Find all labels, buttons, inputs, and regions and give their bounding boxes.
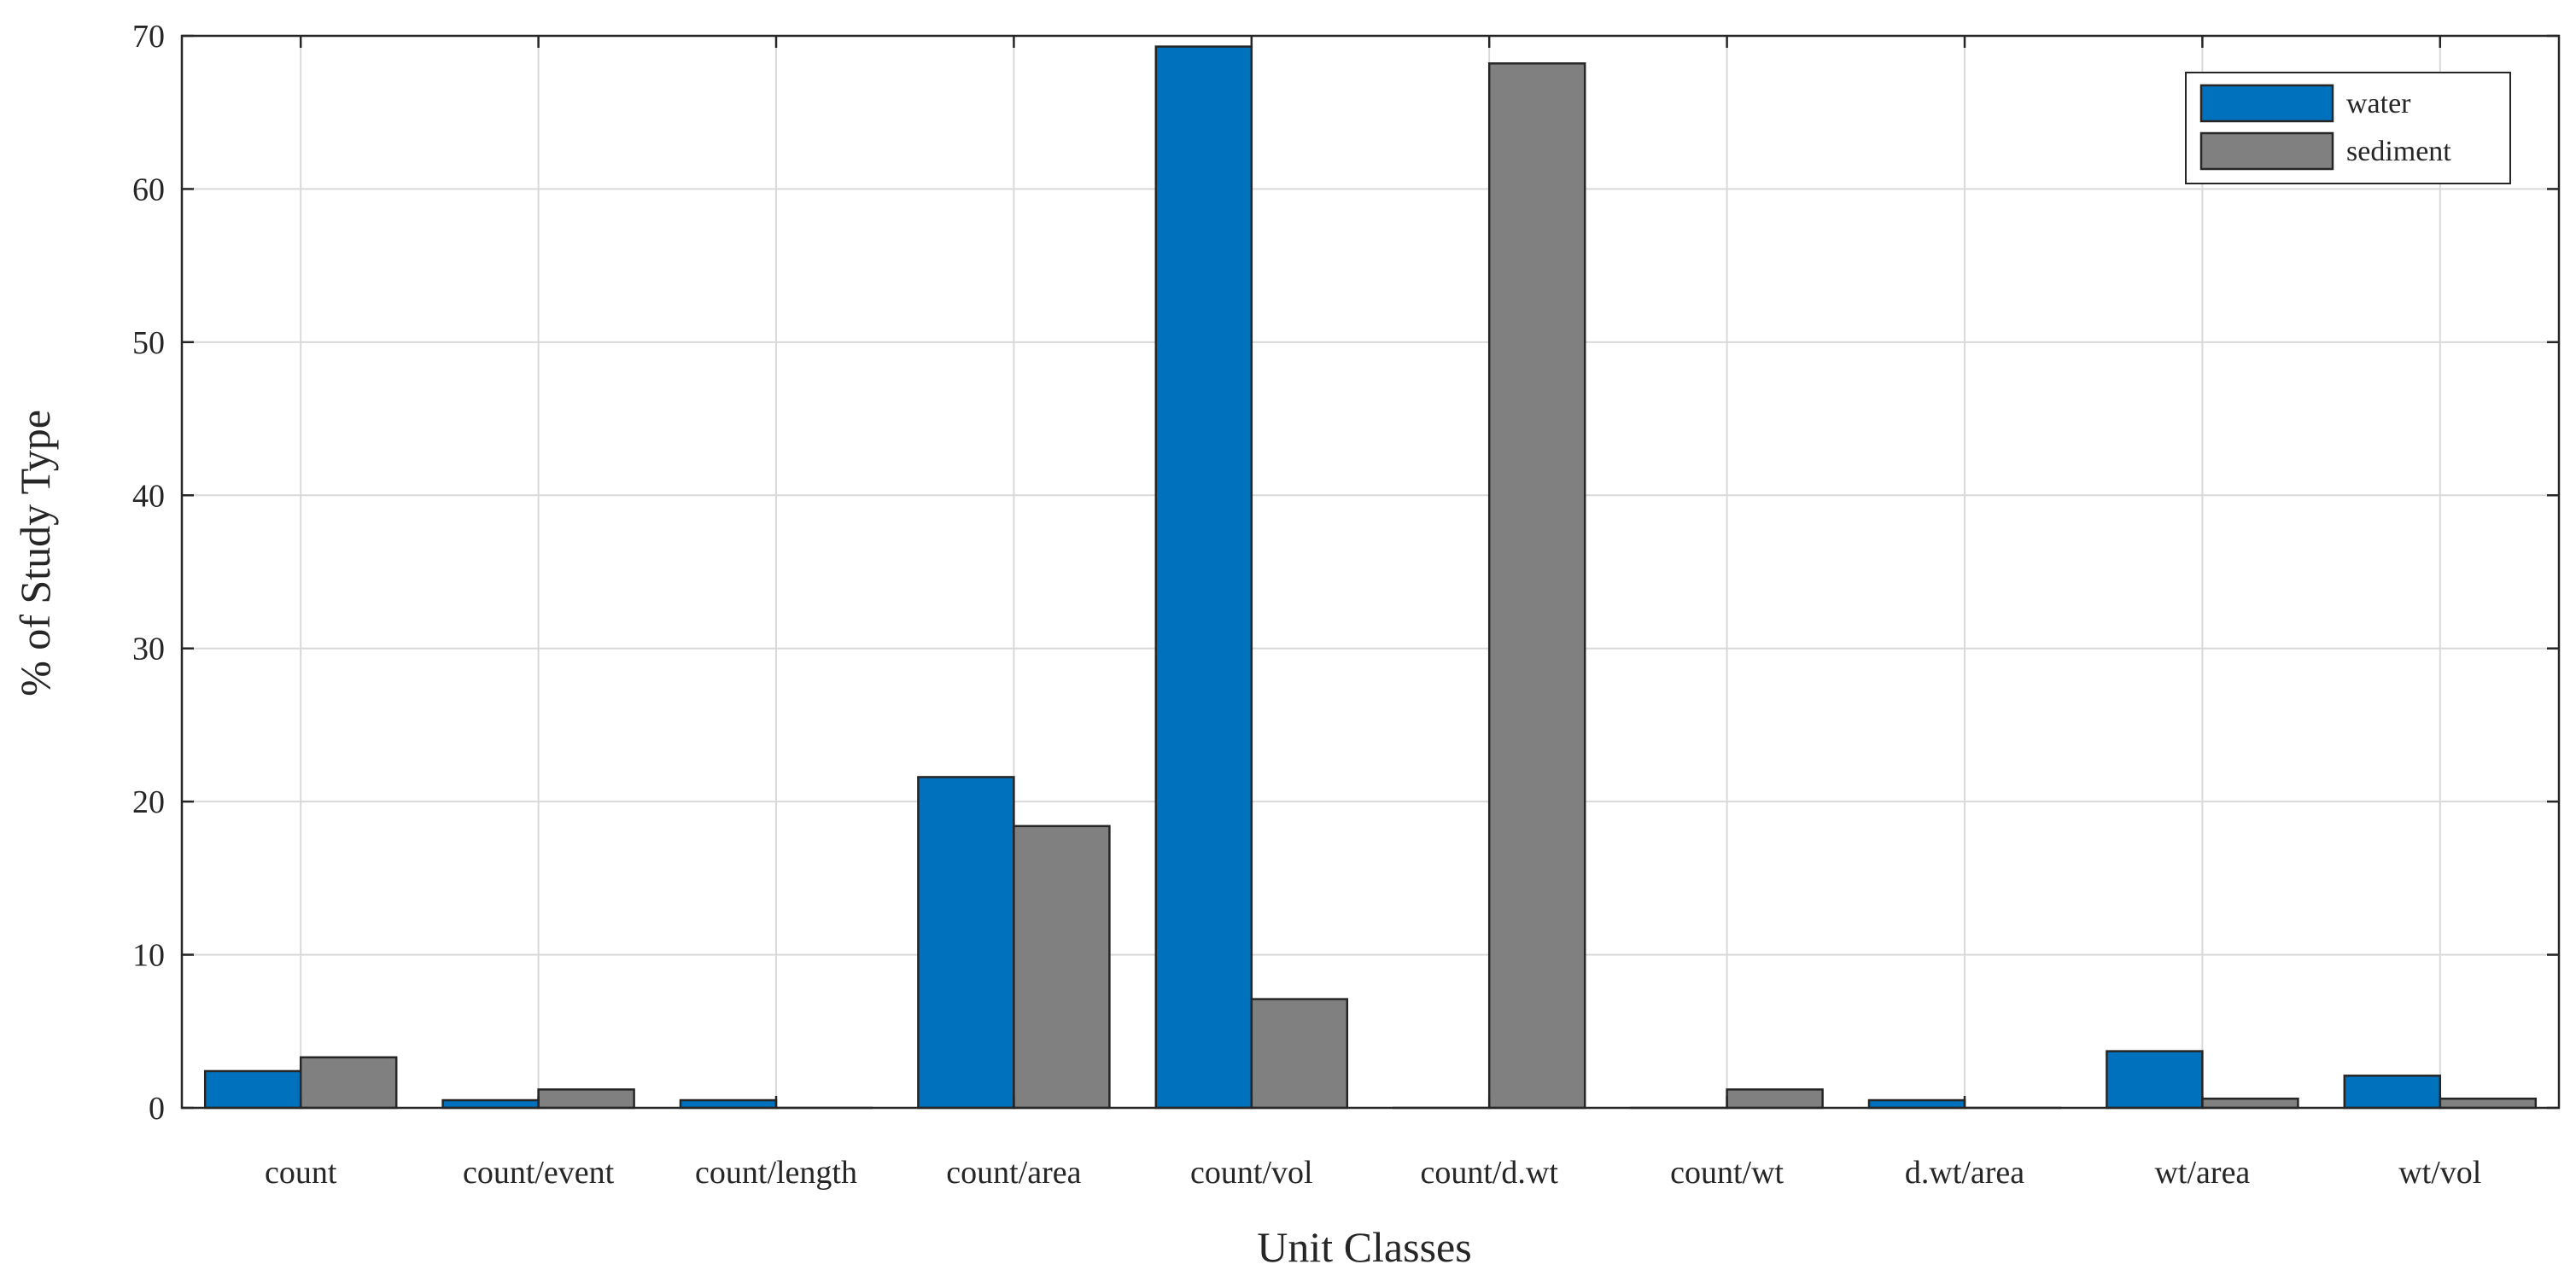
y-tick-label: 10 [132,938,165,974]
tick-labels: 0 10 20 30 40 50 60 70 count count/event count/len… [132,19,2481,1191]
x-tick-label: count/area [946,1155,1081,1191]
bar-sediment-count-d-wt [1487,62,1586,1110]
y-tick-label: 30 [132,632,165,667]
x-tick-label: d.wt/area [1905,1155,2024,1191]
y-tick-label: 40 [132,478,165,514]
bar-sediment-wt-area [2201,1097,2299,1110]
legend-label-sediment: sediment [2346,136,2451,167]
bar-sediment-count-event [537,1088,635,1110]
y-tick-label: 0 [149,1091,165,1127]
bar-water-count-area [917,776,1015,1110]
bar-sediment-count [299,1056,398,1110]
bar-sediment-count-wt [1726,1088,1824,1110]
legend-swatch-water [2199,84,2334,123]
y-axis-label: % of Study Type [11,410,59,696]
x-tick-label: wt/area [2154,1155,2250,1191]
axes [180,34,2561,1110]
bar-water-count-event [441,1098,540,1110]
bar-sediment-wt-vol [2439,1097,2538,1110]
x-tick-label: count/wt [1670,1155,1784,1191]
plot-area-border [180,34,2561,1110]
bar-sediment-count-vol [1250,998,1349,1110]
y-tick-label: 50 [132,325,165,361]
x-axis-label: Unit Classes [1257,1223,1471,1271]
x-tick-label: count/d.wt [1420,1155,1558,1191]
bar-water-wt-vol [2343,1075,2442,1110]
legend-label-water: water [2346,88,2411,119]
x-tick-label: count/length [695,1155,857,1191]
bar-sediment-count-area [1013,824,1111,1110]
x-tick-label: count [265,1155,337,1191]
legend-swatch-sediment [2199,131,2334,171]
bar-water-count [203,1069,302,1110]
bars [203,45,2538,1110]
x-tick-label: wt/vol [2398,1155,2481,1191]
y-tick-label: 60 [132,172,165,207]
bar-water-count-length [679,1098,778,1110]
y-tick-label: 70 [132,19,165,55]
y-tick-label: 20 [132,784,165,820]
bar-water-count-vol [1154,45,1253,1110]
grid-lines [182,36,2559,1108]
bar-water-wt-area [2106,1050,2204,1110]
bar-water-d-wt-area [1867,1098,1966,1110]
x-tick-label: count/vol [1190,1155,1313,1191]
x-tick-label: count/event [463,1155,615,1191]
legend: water sediment [2185,72,2511,184]
